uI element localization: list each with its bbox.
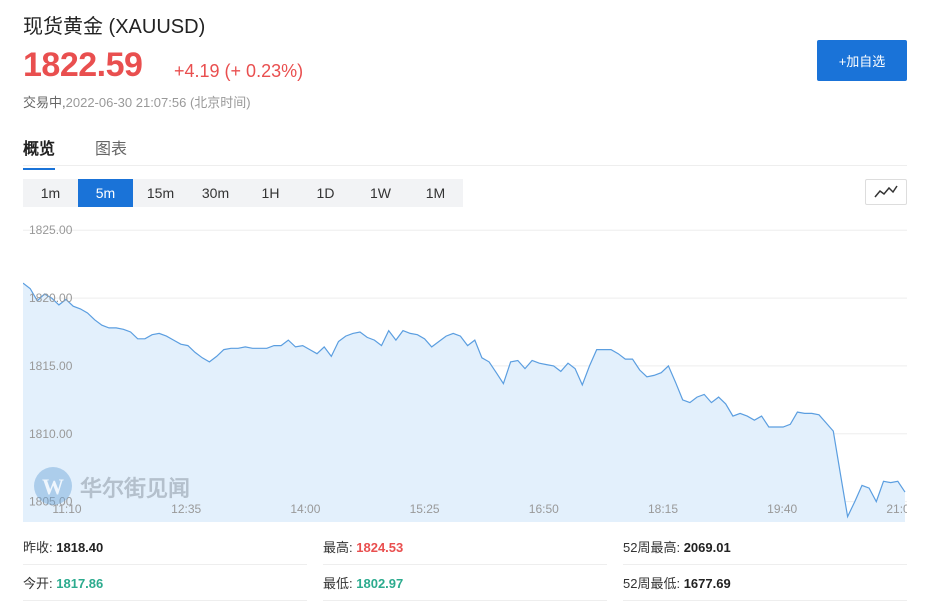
stat-label: 昨收: bbox=[23, 540, 53, 555]
stat-high: 最高: 1824.53 bbox=[323, 530, 607, 565]
x-tick-label: 16:50 bbox=[529, 502, 559, 516]
stat-label: 今开: bbox=[23, 576, 53, 591]
period-selector: 1m 5m 15m 30m 1H 1D 1W 1M bbox=[23, 179, 463, 207]
stat-value: 1824.53 bbox=[356, 540, 404, 555]
period-5m[interactable]: 5m bbox=[78, 179, 133, 207]
stat-label: 52周最高: bbox=[623, 540, 681, 555]
y-tick-label: 1825.00 bbox=[29, 223, 73, 237]
period-1h[interactable]: 1H bbox=[261, 185, 280, 201]
instrument-title: 现货黄金 (XAUUSD) bbox=[23, 16, 206, 38]
y-tick-label: 1820.00 bbox=[29, 291, 73, 305]
stat-low: 最低: 1802.97 bbox=[323, 566, 607, 601]
watermark: W 华尔街见闻 bbox=[34, 467, 190, 505]
stat-open: 今开: 1817.86 bbox=[23, 566, 307, 601]
period-1mo[interactable]: 1M bbox=[425, 185, 446, 201]
x-tick-label: 19:40 bbox=[767, 502, 797, 516]
period-15m[interactable]: 15m bbox=[146, 185, 175, 201]
x-tick-label: 18:15 bbox=[648, 502, 678, 516]
price-area bbox=[23, 283, 905, 522]
tab-bar: 概览 图表 bbox=[23, 130, 907, 170]
x-tick-label: 11:10 bbox=[52, 502, 81, 516]
y-tick-label: 1815.00 bbox=[29, 359, 73, 373]
stat-value: 1802.97 bbox=[356, 576, 404, 591]
watermark-logo-icon bbox=[34, 467, 72, 505]
tab-chart[interactable]: 图表 bbox=[95, 141, 128, 158]
stat-52w-high: 52周最高: 2069.01 bbox=[623, 530, 907, 565]
period-1d[interactable]: 1D bbox=[316, 185, 335, 201]
y-tick-label: 1805.00 bbox=[29, 495, 73, 509]
stat-label: 52周最低: bbox=[623, 576, 681, 591]
add-to-watchlist-button[interactable]: +加自选 bbox=[817, 40, 907, 81]
stat-value: 1818.40 bbox=[56, 540, 104, 555]
period-30m[interactable]: 30m bbox=[201, 185, 230, 201]
trading-status: 交易中,2022-06-30 21:07:56 (北京时间) bbox=[23, 92, 251, 111]
price-change: +4.19 (+ 0.23%) bbox=[174, 61, 304, 81]
status-text: 交易中, bbox=[23, 95, 66, 110]
x-tick-label: 21:00 bbox=[886, 502, 907, 516]
watermark-text: 华尔街见闻 bbox=[80, 476, 190, 502]
current-price: 1822.59 bbox=[23, 46, 143, 84]
stat-value: 1817.86 bbox=[56, 576, 104, 591]
chart-type-button[interactable] bbox=[865, 179, 907, 205]
stat-prev-close: 昨收: 1818.40 bbox=[23, 530, 307, 565]
price-chart: 1825.00 1820.00 1815.00 1810.00 1805.00 11:1… bbox=[23, 218, 907, 522]
stat-label: 最高: bbox=[323, 540, 353, 555]
watermark-logo-letter: W bbox=[42, 474, 64, 499]
period-1m[interactable]: 1m bbox=[40, 185, 61, 201]
stat-value: 1677.69 bbox=[683, 576, 731, 591]
stat-label: 最低: bbox=[323, 576, 353, 591]
period-1w[interactable]: 1W bbox=[370, 185, 391, 201]
x-tick-label: 14:00 bbox=[290, 502, 320, 516]
x-tick-label: 15:25 bbox=[410, 502, 440, 516]
line-chart-icon bbox=[874, 185, 898, 198]
status-timestamp: 2022-06-30 21:07:56 (北京时间) bbox=[65, 95, 251, 110]
stat-value: 2069.01 bbox=[683, 540, 731, 555]
tab-overview[interactable]: 概览 bbox=[23, 135, 56, 170]
x-tick-label: 12:35 bbox=[171, 502, 201, 516]
stat-52w-low: 52周最低: 1677.69 bbox=[623, 566, 907, 601]
y-tick-label: 1810.00 bbox=[29, 427, 73, 441]
price-line bbox=[23, 282, 906, 519]
